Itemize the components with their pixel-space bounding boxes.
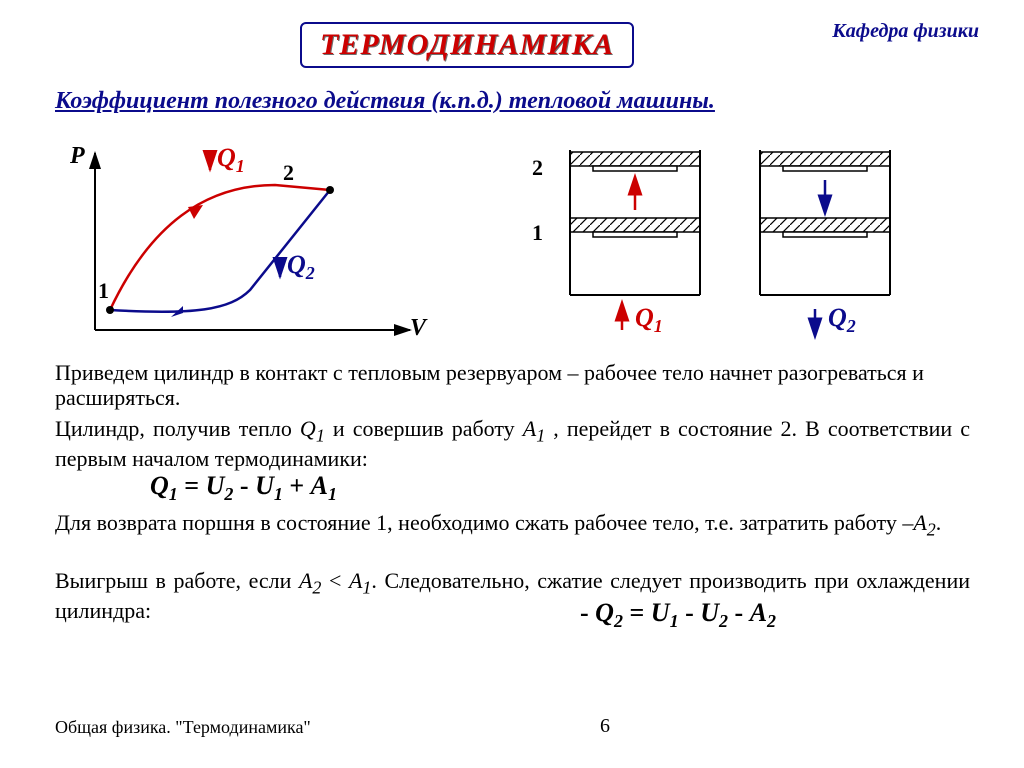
paragraph-3: Для возврата поршня в состояние 1, необх… — [55, 510, 970, 540]
pv-q1-label: Q1 — [217, 143, 245, 177]
page-number: 6 — [600, 715, 610, 738]
pv-svg — [55, 145, 445, 355]
department-label: Кафедра физики — [832, 20, 979, 43]
pv-point-1-label: 1 — [98, 278, 109, 304]
axis-label-p: P — [70, 143, 85, 170]
cyl-svg — [530, 145, 980, 355]
cylinder-diagram: 2 1 Q1 Q2 — [530, 145, 980, 350]
title-box: ТЕРМОДИНАМИКА — [300, 22, 634, 68]
subtitle: Коэффициент полезного действия (к.п.д.) … — [55, 88, 715, 115]
axis-label-v: V — [410, 315, 426, 342]
cyl-level-2: 2 — [532, 155, 543, 181]
equation-2: - Q2 = U1 - U2 - A2 — [580, 598, 776, 632]
cyl-q2-label: Q2 — [828, 303, 856, 337]
footer-text: Общая физика. "Термодинамика" — [55, 717, 311, 738]
pv-diagram: P V 1 2 Q1 Q2 — [55, 145, 445, 355]
cyl-q1-label: Q1 — [635, 303, 663, 337]
equation-1: Q1 = U2 - U1 + A1 — [150, 471, 337, 505]
paragraph-2: Цилиндр, получив тепло Q1 и совершив раб… — [55, 416, 970, 471]
pv-point-2-label: 2 — [283, 160, 294, 186]
pv-q2-label: Q2 — [287, 250, 315, 284]
title-text: ТЕРМОДИНАМИКА — [320, 28, 614, 61]
cyl-level-1: 1 — [532, 220, 543, 246]
slide-page: Кафедра физики ТЕРМОДИНАМИКА Коэффициент… — [0, 0, 1024, 768]
paragraph-1: Приведем цилиндр в контакт с тепловым ре… — [55, 360, 970, 411]
paragraph-4: Выигрыш в работе, если A2 < A1. Следоват… — [55, 568, 970, 623]
